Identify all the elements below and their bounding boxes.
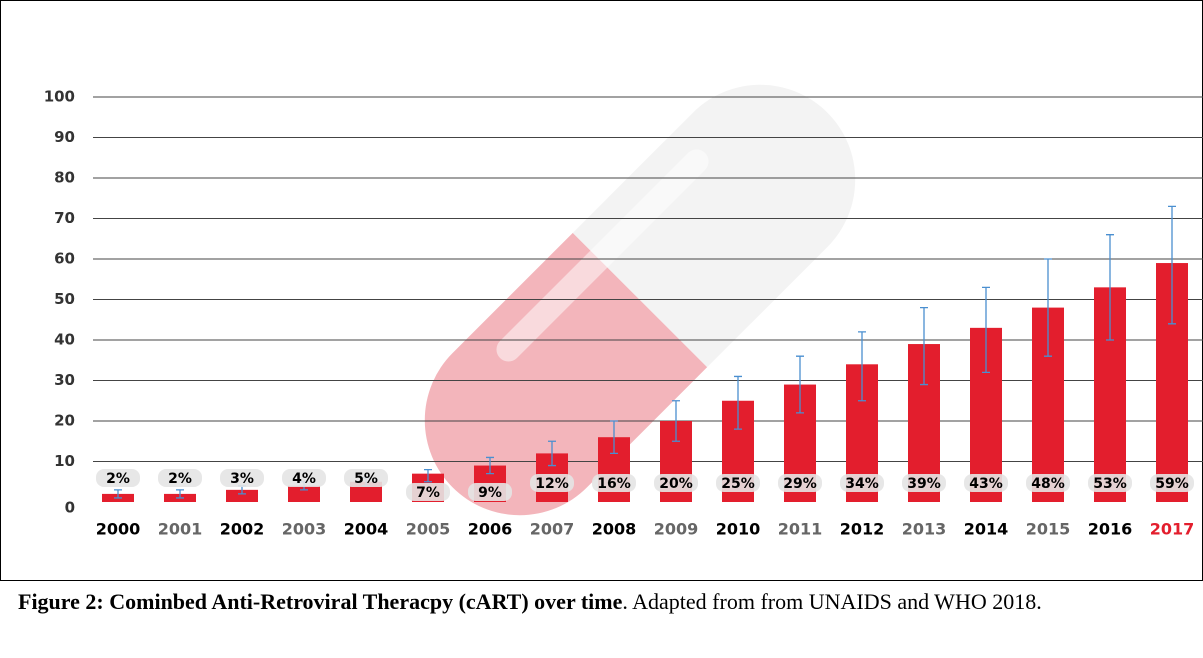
value-label: 48% <box>1031 476 1065 492</box>
y-tick-label: 20 <box>54 412 75 430</box>
caption-divider <box>0 580 1203 581</box>
x-tick-label: 2016 <box>1088 520 1133 539</box>
y-tick-label: 30 <box>54 371 75 389</box>
x-tick-label: 2009 <box>654 520 699 539</box>
y-tick-label: 10 <box>54 452 75 470</box>
x-tick-label: 2002 <box>220 520 265 539</box>
x-tick-label: 2007 <box>530 520 575 539</box>
value-label: 12% <box>535 476 569 492</box>
y-tick-label: 60 <box>54 250 75 268</box>
value-label: 39% <box>907 476 941 492</box>
value-label: 53% <box>1093 476 1127 492</box>
value-label: 5% <box>354 471 378 487</box>
value-label: 16% <box>597 476 631 492</box>
value-label: 7% <box>416 485 440 501</box>
y-tick-label: 80 <box>54 169 75 187</box>
value-label: 34% <box>845 476 879 492</box>
y-tick-label: 100 <box>44 88 75 106</box>
x-tick-label: 2014 <box>964 520 1009 539</box>
y-tick-label: 90 <box>54 128 75 146</box>
value-label: 25% <box>721 476 755 492</box>
x-tick-label: 2005 <box>406 520 451 539</box>
caption-bold: Figure 2: Cominbed Anti-Retroviral Thera… <box>18 589 622 614</box>
caption: Figure 2: Cominbed Anti-Retroviral Thera… <box>18 586 1188 618</box>
value-label: 2% <box>106 471 130 487</box>
chart: 0 10 20 30 40 50 60 70 80 90 100 2% 2000 2% 2001 3% 2002… <box>0 0 1203 580</box>
x-tick-label: 2001 <box>158 520 203 539</box>
y-tick-label: 70 <box>54 209 75 227</box>
value-label: 9% <box>478 485 502 501</box>
value-label: 2% <box>168 471 192 487</box>
x-tick-label: 2013 <box>902 520 947 539</box>
value-label: 3% <box>230 471 254 487</box>
x-tick-label: 2017 <box>1150 520 1195 539</box>
value-label: 29% <box>783 476 817 492</box>
x-tick-label: 2003 <box>282 520 327 539</box>
x-tick-label: 2011 <box>778 520 823 539</box>
y-tick-label: 40 <box>54 331 75 349</box>
x-tick-label: 2008 <box>592 520 637 539</box>
value-label: 20% <box>659 476 693 492</box>
x-tick-label: 2010 <box>716 520 761 539</box>
y-tick-label: 50 <box>54 290 75 308</box>
figure: 0 10 20 30 40 50 60 70 80 90 100 2% 2000 2% 2001 3% 2002… <box>0 0 1203 658</box>
value-label: 43% <box>969 476 1003 492</box>
value-label: 4% <box>292 471 316 487</box>
x-tick-label: 2006 <box>468 520 513 539</box>
x-tick-label: 2000 <box>96 520 141 539</box>
value-label: 59% <box>1155 476 1189 492</box>
caption-rest: . Adapted from from UNAIDS and WHO 2018. <box>622 589 1041 614</box>
y-tick-label: 0 <box>65 499 75 517</box>
x-tick-label: 2015 <box>1026 520 1071 539</box>
x-tick-label: 2012 <box>840 520 885 539</box>
x-tick-label: 2004 <box>344 520 389 539</box>
